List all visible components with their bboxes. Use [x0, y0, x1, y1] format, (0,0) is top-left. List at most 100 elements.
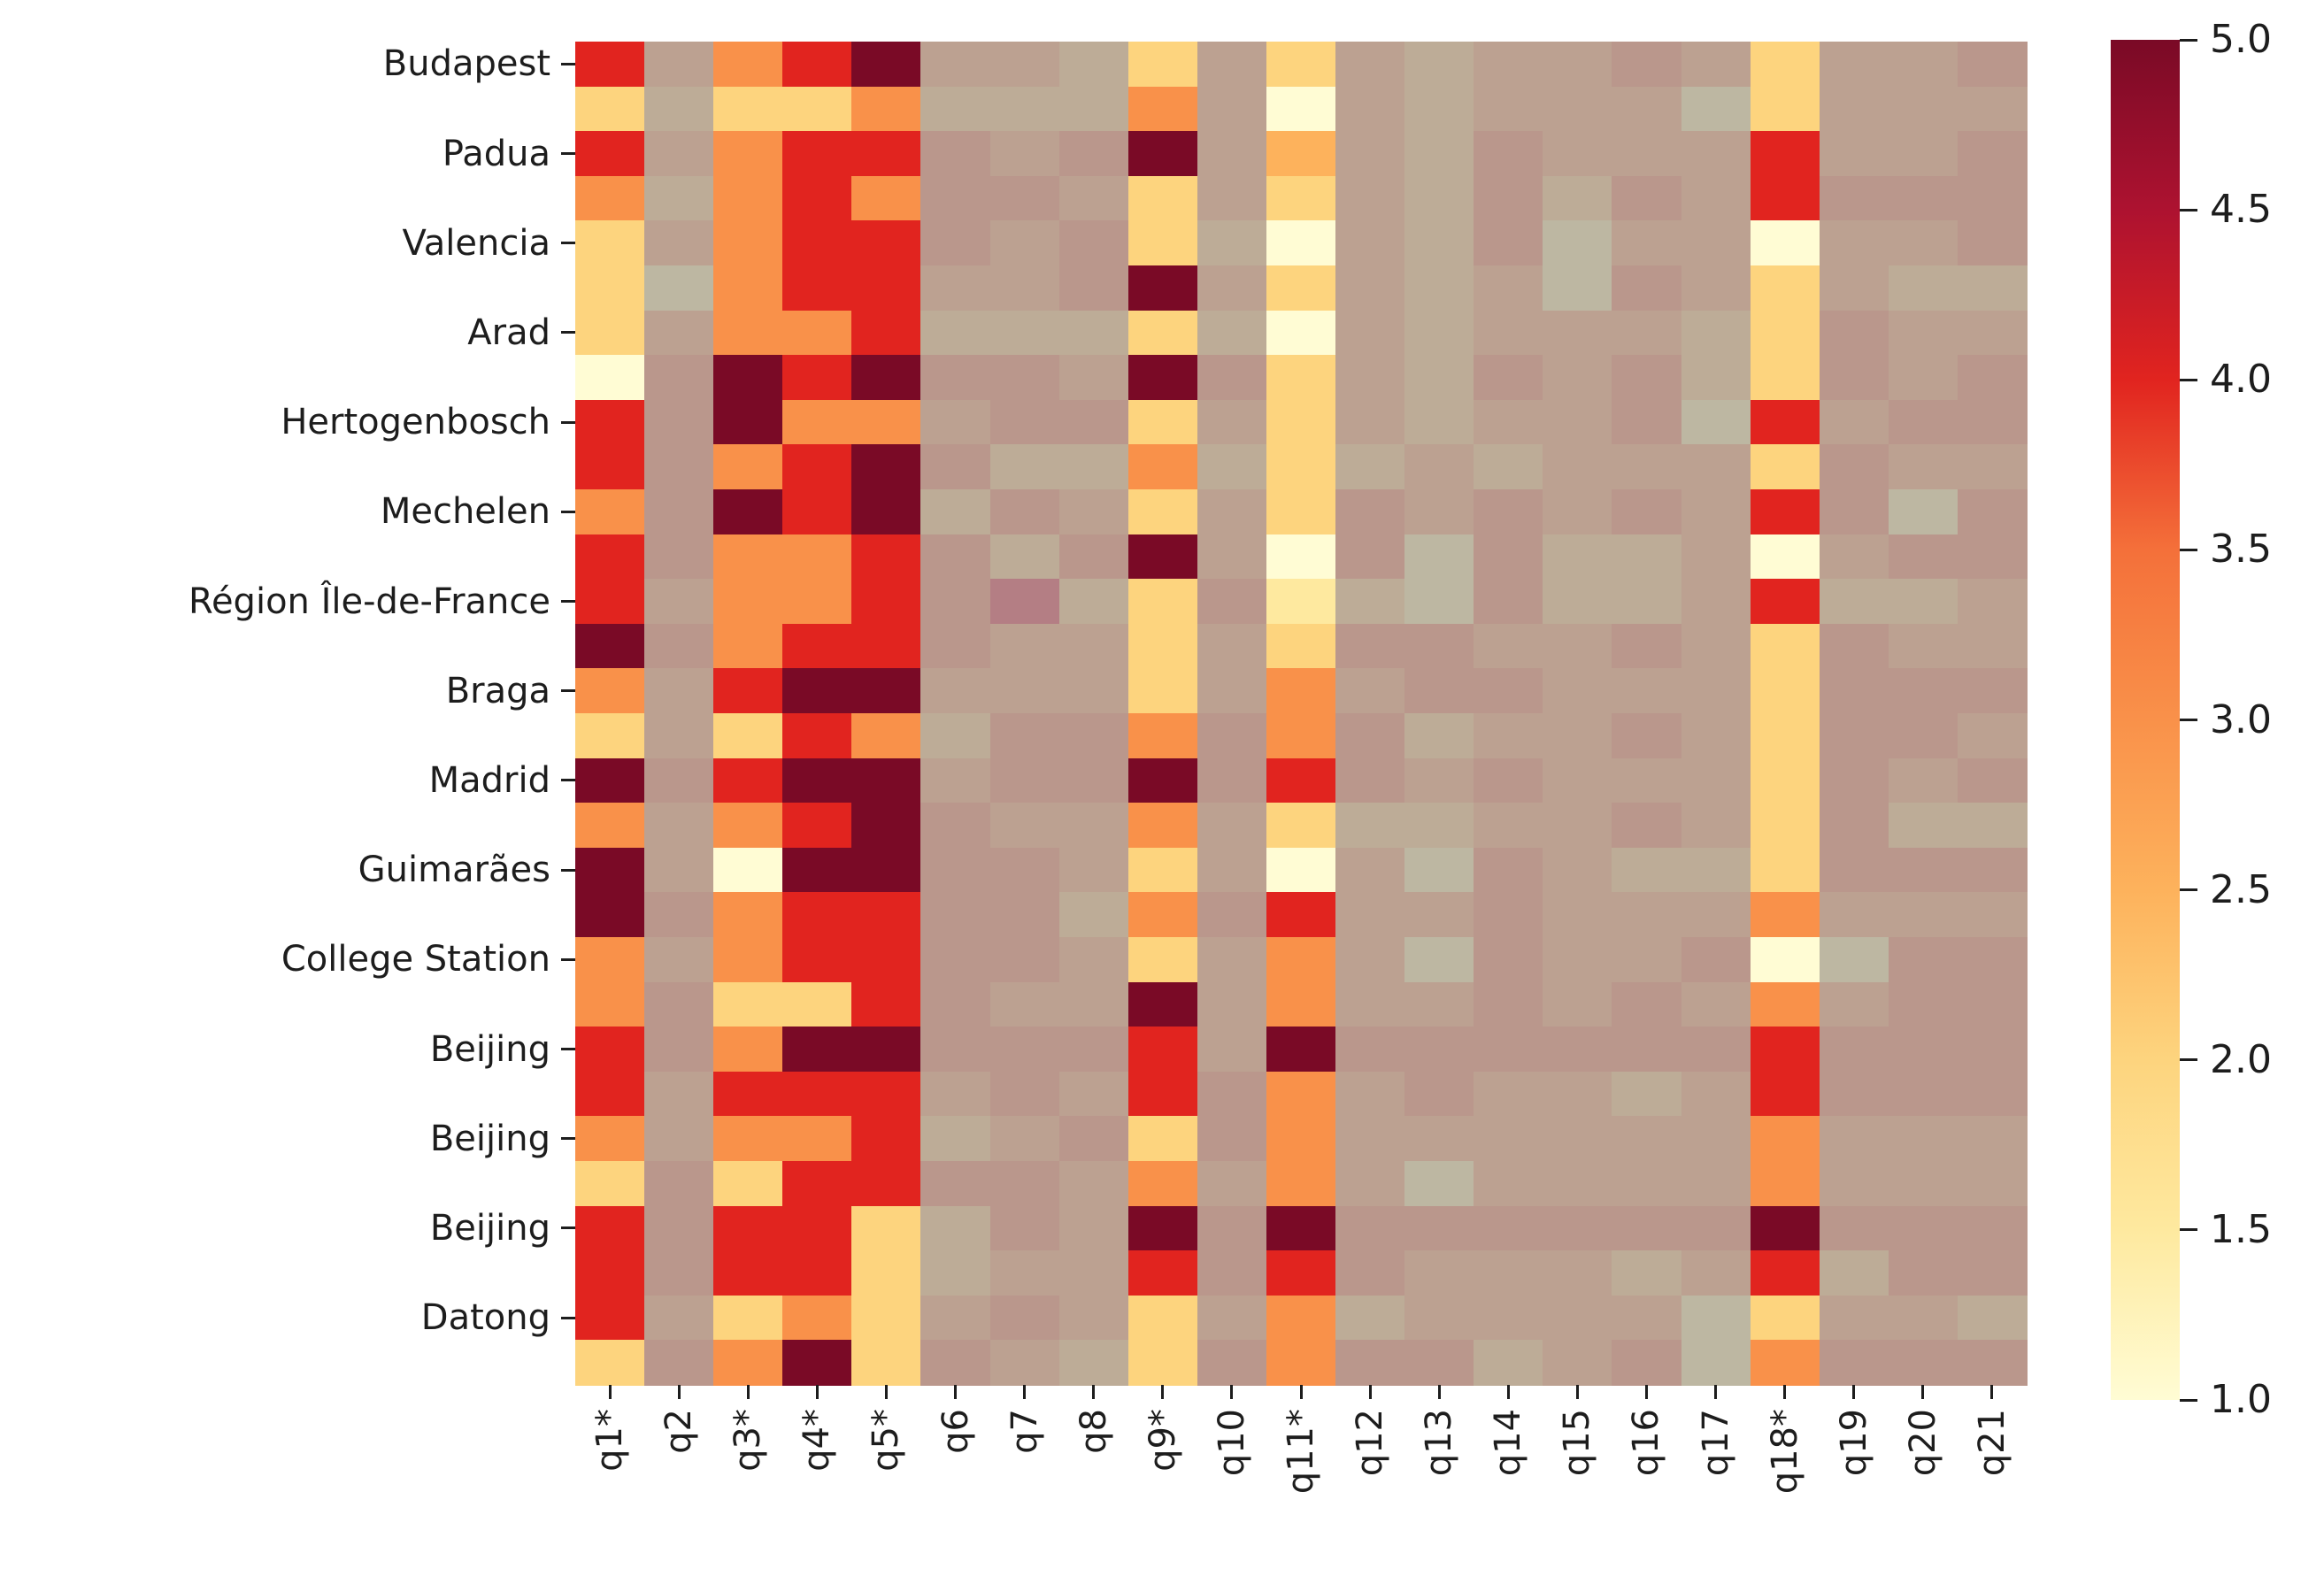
heatmap-cell-r20-c2	[713, 937, 783, 983]
heatmap-cell-r26-c17	[1750, 1205, 1820, 1251]
heatmap-cell-r21-c4	[851, 981, 922, 1027]
heatmap-cell-r16-c7	[1058, 757, 1129, 804]
heatmap-cell-r27-c11	[1335, 1250, 1405, 1296]
heatmap-cell-r23-c20	[1957, 1071, 2028, 1117]
heatmap-cell-r0-c2	[713, 42, 783, 88]
heatmap-cell-r12-c17	[1750, 579, 1820, 625]
heatmap-cell-r3-c12	[1404, 175, 1474, 221]
heatmap-cell-r10-c3	[782, 489, 852, 535]
heatmap-cell-r22-c19	[1888, 1027, 1958, 1073]
heatmap-cell-r3-c13	[1474, 175, 1543, 221]
heatmap-cell-r14-c11	[1335, 668, 1405, 714]
heatmap-cell-r0-c7	[1058, 42, 1129, 88]
heatmap-cell-r17-c3	[782, 803, 852, 849]
heatmap-cell-r16-c6	[989, 757, 1060, 804]
heatmap-cell-r18-c19	[1888, 847, 1958, 893]
heatmap-cell-r24-c18	[1819, 1116, 1889, 1162]
heatmap-cell-r22-c18	[1819, 1027, 1889, 1073]
heatmap-cell-r13-c9	[1197, 623, 1267, 669]
heatmap-cell-r14-c12	[1404, 668, 1474, 714]
heatmap-cell-r10-c15	[1612, 489, 1682, 535]
heatmap-cell-r5-c6	[989, 265, 1060, 311]
heatmap-cell-r2-c18	[1819, 131, 1889, 177]
heatmap-cell-r22-c0	[575, 1027, 645, 1073]
heatmap-cell-r0-c19	[1888, 42, 1958, 88]
heatmap-cell-r21-c1	[644, 981, 714, 1027]
heatmap-cell-r7-c6	[989, 355, 1060, 401]
heatmap-cell-r26-c9	[1197, 1205, 1267, 1251]
heatmap-cell-r1-c0	[575, 86, 645, 132]
heatmap-cell-r2-c5	[920, 131, 991, 177]
heatmap-cell-r17-c14	[1543, 803, 1613, 849]
heatmap-cell-r11-c4	[851, 534, 922, 580]
heatmap-cell-r0-c5	[920, 42, 991, 88]
heatmap-cell-r27-c10	[1266, 1250, 1336, 1296]
heatmap-cell-r5-c8	[1127, 265, 1198, 311]
heatmap-cell-r29-c3	[782, 1340, 852, 1386]
heatmap-cell-r17-c13	[1474, 803, 1543, 849]
heatmap-cell-r19-c7	[1058, 892, 1129, 938]
x-axis-label-q11-star: q11*	[1281, 1409, 1321, 1495]
heatmap-cell-r10-c17	[1750, 489, 1820, 535]
heatmap-cell-r6-c14	[1543, 310, 1613, 356]
heatmap-cell-r27-c9	[1197, 1250, 1267, 1296]
heatmap-cell-r7-c14	[1543, 355, 1613, 401]
heatmap-cell-r22-c9	[1197, 1027, 1267, 1073]
heatmap-cell-r6-c0	[575, 310, 645, 356]
y-axis-tick	[561, 868, 575, 872]
heatmap-cell-r5-c13	[1474, 265, 1543, 311]
x-axis-label-q9-star: q9*	[1142, 1409, 1183, 1472]
heatmap-cell-r1-c18	[1819, 86, 1889, 132]
heatmap-cell-r5-c10	[1266, 265, 1336, 311]
x-axis-tick	[1023, 1385, 1027, 1399]
heatmap-cell-r18-c5	[920, 847, 991, 893]
heatmap-cell-r17-c5	[920, 803, 991, 849]
heatmap-cell-r18-c18	[1819, 847, 1889, 893]
heatmap-cell-r27-c14	[1543, 1250, 1613, 1296]
colorbar-tick	[2180, 378, 2197, 381]
heatmap-cell-r9-c10	[1266, 444, 1336, 490]
heatmap-cell-r9-c5	[920, 444, 991, 490]
heatmap-cell-r13-c0	[575, 623, 645, 669]
x-axis-label-q7: q7	[1004, 1409, 1045, 1454]
heatmap-cell-r29-c0	[575, 1340, 645, 1386]
heatmap-cell-r3-c11	[1335, 175, 1405, 221]
heatmap-cell-r9-c19	[1888, 444, 1958, 490]
heatmap-cell-r21-c19	[1888, 981, 1958, 1027]
heatmap-cell-r13-c5	[920, 623, 991, 669]
heatmap-cell-r21-c20	[1957, 981, 2028, 1027]
heatmap-cell-r5-c15	[1612, 265, 1682, 311]
y-axis-tick	[561, 62, 575, 65]
heatmap-cell-r5-c20	[1957, 265, 2028, 311]
heatmap-cell-r22-c20	[1957, 1027, 2028, 1073]
heatmap-cell-r28-c10	[1266, 1295, 1336, 1341]
x-axis-tick	[1921, 1385, 1925, 1399]
heatmap-cell-r26-c11	[1335, 1205, 1405, 1251]
heatmap-cell-r4-c14	[1543, 220, 1613, 266]
heatmap-cell-r16-c15	[1612, 757, 1682, 804]
heatmap-cell-r11-c16	[1681, 534, 1751, 580]
heatmap-cell-r4-c5	[920, 220, 991, 266]
heatmap-cell-r23-c1	[644, 1071, 714, 1117]
x-axis-label-q17: q17	[1695, 1409, 1736, 1477]
heatmap-cell-r19-c4	[851, 892, 922, 938]
heatmap-cell-r29-c17	[1750, 1340, 1820, 1386]
heatmap-cell-r6-c19	[1888, 310, 1958, 356]
heatmap-cell-r29-c20	[1957, 1340, 2028, 1386]
heatmap-cell-r20-c1	[644, 937, 714, 983]
heatmap-cell-r26-c3	[782, 1205, 852, 1251]
heatmap-cell-r16-c10	[1266, 757, 1336, 804]
heatmap-cell-r22-c14	[1543, 1027, 1613, 1073]
heatmap-cell-r19-c11	[1335, 892, 1405, 938]
heatmap-cell-r1-c1	[644, 86, 714, 132]
heatmap-cell-r14-c9	[1197, 668, 1267, 714]
heatmap-cell-r0-c16	[1681, 42, 1751, 88]
heatmap-cell-r14-c20	[1957, 668, 2028, 714]
heatmap-cell-r7-c18	[1819, 355, 1889, 401]
heatmap-cell-r13-c10	[1266, 623, 1336, 669]
heatmap-cell-r16-c16	[1681, 757, 1751, 804]
heatmap-cell-r21-c13	[1474, 981, 1543, 1027]
heatmap-cell-r12-c10	[1266, 579, 1336, 625]
heatmap-cell-r10-c2	[713, 489, 783, 535]
y-axis-tick	[561, 957, 575, 961]
